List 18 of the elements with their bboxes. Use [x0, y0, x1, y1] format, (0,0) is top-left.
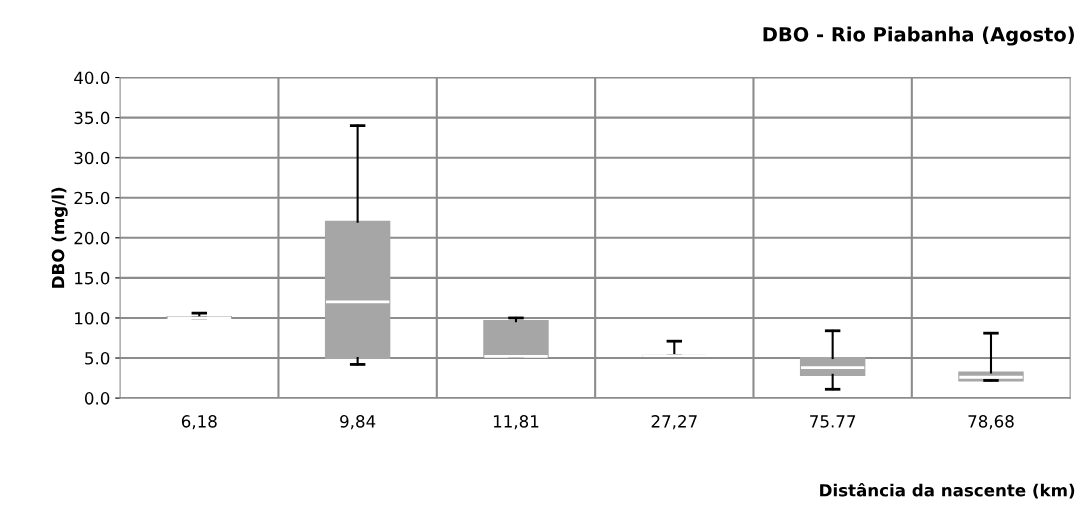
y-tick-label: 0.0: [84, 392, 110, 405]
x-tick-label: 75.77: [810, 415, 856, 428]
x-tick-label: 6,18: [181, 415, 217, 430]
chart-title: DBO - Rio Piabanha (Agosto): [763, 26, 1074, 46]
x-tick-label: 78,68: [968, 415, 1014, 430]
y-tick-label: 40.0: [74, 71, 110, 85]
y-tick-label: 35.0: [74, 111, 110, 125]
x-tick-label: 11,81: [493, 415, 539, 430]
y-tick-label: 25.0: [74, 191, 110, 205]
y-tick-label: 30.0: [74, 151, 110, 165]
x-axis-title: Distância da nascente (km): [820, 482, 1075, 499]
y-tick-label: 5.0: [85, 351, 110, 365]
y-tick-label: 15.0: [75, 271, 110, 285]
y-tick-label: 20.0: [74, 231, 110, 245]
y-axis-title: DBO (mg/l): [51, 187, 68, 288]
x-tick-label: 27,27: [651, 415, 697, 430]
x-tick-label: 9,84: [340, 415, 376, 430]
y-tick-label: 10.0: [75, 311, 110, 325]
